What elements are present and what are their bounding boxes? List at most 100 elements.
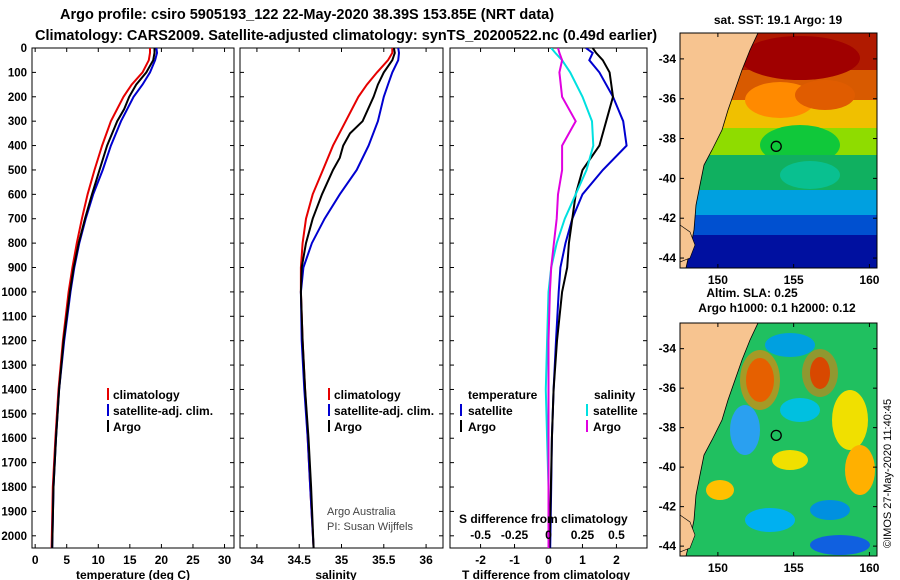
legend-swatch-climatology — [328, 388, 330, 400]
sla-anomaly — [730, 405, 760, 455]
depth-tick-label: 2000 — [1, 531, 27, 543]
legend-title-temperature: temperature — [468, 388, 538, 402]
series-line-climatology — [50, 48, 151, 548]
salinity-xtick-label: 34.5 — [288, 553, 312, 567]
legend-label: climatology — [113, 388, 180, 402]
credit-line-1: Argo Australia — [327, 506, 396, 518]
depth-tick-label: 1400 — [1, 384, 27, 396]
legend-label: Argo — [334, 420, 362, 434]
temperature-xtick-label: 25 — [186, 553, 200, 567]
sst-band — [680, 235, 877, 268]
temperature-legend: climatology satellite-adj. clim. Argo — [107, 388, 213, 434]
sla-anomaly — [706, 480, 734, 500]
difference-xtick-label: 1 — [579, 553, 586, 567]
map-xtick-label: 160 — [859, 561, 879, 575]
temperature-xlabel: temperature (deg C) — [76, 568, 190, 580]
temperature-plot-frame — [31, 47, 235, 549]
legend-swatch-sal-argo — [586, 420, 588, 432]
depth-tick-label: 400 — [8, 141, 27, 153]
series-line-climatology — [299, 48, 394, 548]
map-xtick-label: 155 — [784, 273, 804, 287]
temperature-xtick-label: 20 — [155, 553, 169, 567]
depth-tick-label: 600 — [8, 189, 27, 201]
difference-xtick-label: -1 — [509, 553, 520, 567]
legend-label: satellite — [468, 404, 513, 418]
salinity-xtick-label: 35.5 — [372, 553, 396, 567]
legend-label: satellite — [593, 404, 638, 418]
map-ytick-label: -40 — [659, 460, 677, 474]
sla-anomaly — [810, 535, 870, 555]
sla-anomaly — [810, 500, 850, 520]
sst-map-frame — [679, 32, 878, 269]
series-line-argo — [299, 48, 396, 548]
depth-tick-label: 1600 — [1, 433, 27, 445]
legend-swatch-satellite — [107, 404, 109, 416]
sla-anomaly — [802, 349, 838, 397]
s-difference-tick-label: -0.25 — [501, 528, 529, 542]
difference-legend: temperature salinity satellite Argo sate… — [460, 388, 638, 434]
sst-map-title: sat. SST: 19.1 Argo: 19 — [714, 13, 843, 27]
map-ytick-label: -34 — [659, 52, 677, 66]
series-line-satellite-adj-clim- — [299, 48, 401, 548]
sla-argo-location-marker — [770, 429, 782, 442]
series-line-temperature-argo — [548, 48, 615, 548]
header-line-2: Climatology: CARS2009. Satellite-adjuste… — [35, 28, 657, 44]
legend-label: satellite-adj. clim. — [113, 404, 213, 418]
salinity-xtick-label: 34 — [250, 553, 264, 567]
map-ytick-label: -36 — [659, 92, 677, 106]
legend-swatch-argo — [328, 420, 330, 432]
map-ytick-label: -36 — [659, 381, 677, 395]
sla-anomaly — [740, 350, 780, 410]
map-xtick-label: 150 — [708, 273, 728, 287]
map-ytick-label: -44 — [659, 251, 677, 265]
depth-tick-label: 200 — [8, 92, 27, 104]
sla-map-subtitle: Argo h1000: 0.1 h2000: 0.12 — [698, 301, 856, 315]
sla-map-title: Altim. SLA: 0.25 — [706, 286, 798, 300]
legend-swatch-argo — [107, 420, 109, 432]
sla-land-tasmania — [680, 514, 696, 553]
sla-anomaly — [845, 445, 875, 495]
sst-band — [680, 155, 877, 195]
legend-label: Argo — [593, 420, 621, 434]
depth-tick-label: 1300 — [1, 360, 27, 372]
legend-label: Argo — [113, 420, 141, 434]
salinity-legend: climatology satellite-adj. clim. Argo — [328, 388, 434, 434]
temperature-xtick-label: 5 — [63, 553, 70, 567]
salinity-xtick-label: 35 — [335, 553, 349, 567]
legend-label: satellite-adj. clim. — [334, 404, 434, 418]
s-difference-tick-label: 0 — [545, 528, 552, 542]
sla-map-axes: 150 155 160 -34 -36 -38 -40 -42 -44 — [659, 323, 880, 575]
legend-swatch-sal-satellite — [586, 404, 588, 416]
map-ytick-label: -40 — [659, 171, 677, 185]
sla-anomaly — [772, 450, 808, 470]
sst-argo-location-marker — [770, 140, 782, 152]
legend-swatch-temp-satellite — [460, 404, 462, 416]
sst-eddy — [795, 80, 855, 110]
depth-axis: 0 100 200 300 400 500 600 700 800 900 1000 1100 1200… — [1, 43, 27, 543]
depth-tick-label: 1900 — [1, 506, 27, 518]
legend-label: Argo — [468, 420, 496, 434]
depth-tick-label: 1500 — [1, 409, 27, 421]
map-ytick-label: -44 — [659, 539, 677, 553]
series-line-salinity-satellite — [544, 48, 595, 548]
sla-anomaly — [780, 398, 820, 422]
temperature-xtick-label: 0 — [32, 553, 39, 567]
map-ytick-label: -34 — [659, 342, 677, 356]
difference-xtick-label: 0 — [545, 553, 552, 567]
difference-xtick-label: 2 — [613, 553, 620, 567]
sst-map — [680, 33, 877, 268]
depth-tick-label: 700 — [8, 214, 27, 226]
sst-land-tasmania — [680, 224, 696, 263]
legend-swatch-satellite — [328, 404, 330, 416]
map-xtick-label: 155 — [784, 561, 804, 575]
credit-line-2: PI: Susan Wijffels — [327, 521, 413, 533]
depth-tick-label: 300 — [8, 116, 27, 128]
legend-swatch-temp-argo — [460, 420, 462, 432]
depth-tick-label: 1000 — [1, 287, 27, 299]
sst-eddy — [780, 161, 840, 189]
depth-tick-label: 0 — [21, 43, 27, 55]
legend-title-salinity: salinity — [594, 388, 636, 402]
salinity-xtick-label: 36 — [419, 553, 433, 567]
map-xtick-label: 150 — [708, 561, 728, 575]
